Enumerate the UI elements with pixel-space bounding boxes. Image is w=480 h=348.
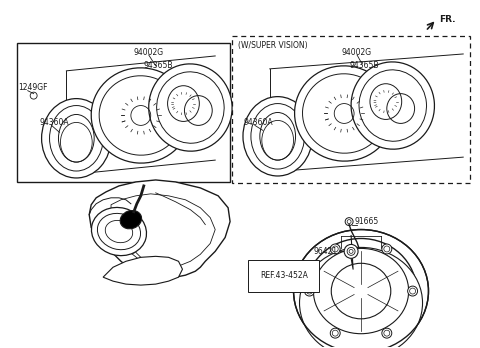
Text: (W/SUPER VISION): (W/SUPER VISION) <box>238 41 308 50</box>
Text: 94002G: 94002G <box>133 48 164 57</box>
Bar <box>232 36 470 183</box>
Text: 91665: 91665 <box>354 217 378 226</box>
Ellipse shape <box>295 66 394 161</box>
Ellipse shape <box>294 230 429 348</box>
Text: 94365B: 94365B <box>144 61 173 70</box>
Text: FR.: FR. <box>439 15 456 24</box>
Ellipse shape <box>91 68 191 163</box>
Text: 94365B: 94365B <box>349 61 379 70</box>
Circle shape <box>382 244 392 254</box>
Polygon shape <box>103 256 182 285</box>
Text: 96421: 96421 <box>313 247 337 256</box>
Ellipse shape <box>42 98 111 178</box>
Ellipse shape <box>92 207 146 256</box>
Circle shape <box>330 328 340 338</box>
Ellipse shape <box>149 64 232 151</box>
Ellipse shape <box>300 247 422 348</box>
Ellipse shape <box>351 62 434 149</box>
Polygon shape <box>89 180 230 279</box>
Circle shape <box>304 286 314 296</box>
Circle shape <box>382 328 392 338</box>
Circle shape <box>408 286 418 296</box>
Text: 94360A: 94360A <box>244 118 274 127</box>
Text: REF.43-452A: REF.43-452A <box>260 271 308 280</box>
Text: 94002G: 94002G <box>342 48 372 57</box>
Bar <box>17 43 230 182</box>
Text: 94360A: 94360A <box>40 118 69 127</box>
Circle shape <box>344 244 358 258</box>
Text: 1249GF: 1249GF <box>18 83 48 92</box>
Ellipse shape <box>120 211 142 229</box>
Ellipse shape <box>243 97 312 176</box>
Ellipse shape <box>305 238 417 343</box>
Circle shape <box>330 244 340 254</box>
